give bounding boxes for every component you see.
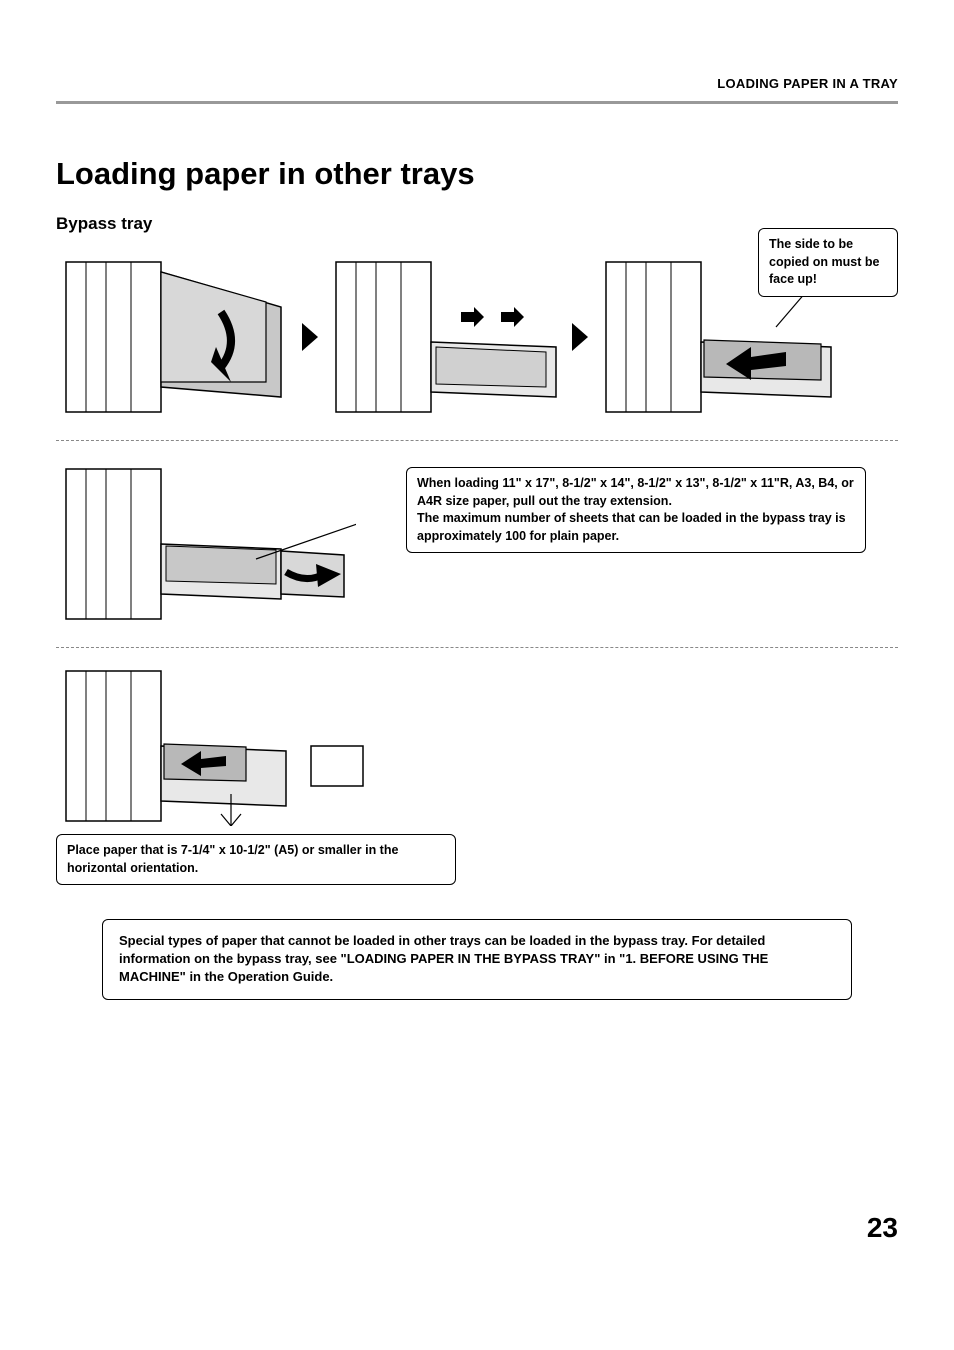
page-title: Loading paper in other trays [56, 156, 898, 192]
callout-face-up-text: The side to be copied on must be face up… [769, 237, 879, 286]
callout-horizontal-text: Place paper that is 7-1/4" x 10-1/2" (A5… [67, 843, 398, 875]
section-divider [56, 647, 898, 648]
callout-tray-extension: When loading 11" x 17", 8-1/2" x 14", 8-… [406, 467, 866, 553]
sequence-arrow-icon [302, 323, 318, 351]
header-rule [56, 101, 898, 104]
illustration-step-2 [326, 252, 564, 422]
sequence-arrow-icon [572, 323, 588, 351]
illustration-step-1 [56, 252, 294, 422]
callout-tray-extension-text: When loading 11" x 17", 8-1/2" x 14", 8-… [417, 476, 854, 543]
callout-face-up: The side to be copied on must be face up… [758, 228, 898, 297]
running-header: LOADING PAPER IN A TRAY [717, 76, 898, 91]
footnote-box: Special types of paper that cannot be lo… [102, 919, 852, 1000]
illustration-horizontal [56, 666, 376, 826]
illustration-extension [56, 459, 356, 629]
section-horizontal-orientation: Place paper that is 7-1/4" x 10-1/2" (A5… [56, 666, 898, 885]
section-divider [56, 440, 898, 441]
footnote-text: Special types of paper that cannot be lo… [119, 933, 768, 984]
callout-horizontal: Place paper that is 7-1/4" x 10-1/2" (A5… [56, 834, 456, 885]
page-number: 23 [867, 1212, 898, 1244]
section-tray-extension: When loading 11" x 17", 8-1/2" x 14", 8-… [56, 459, 898, 629]
